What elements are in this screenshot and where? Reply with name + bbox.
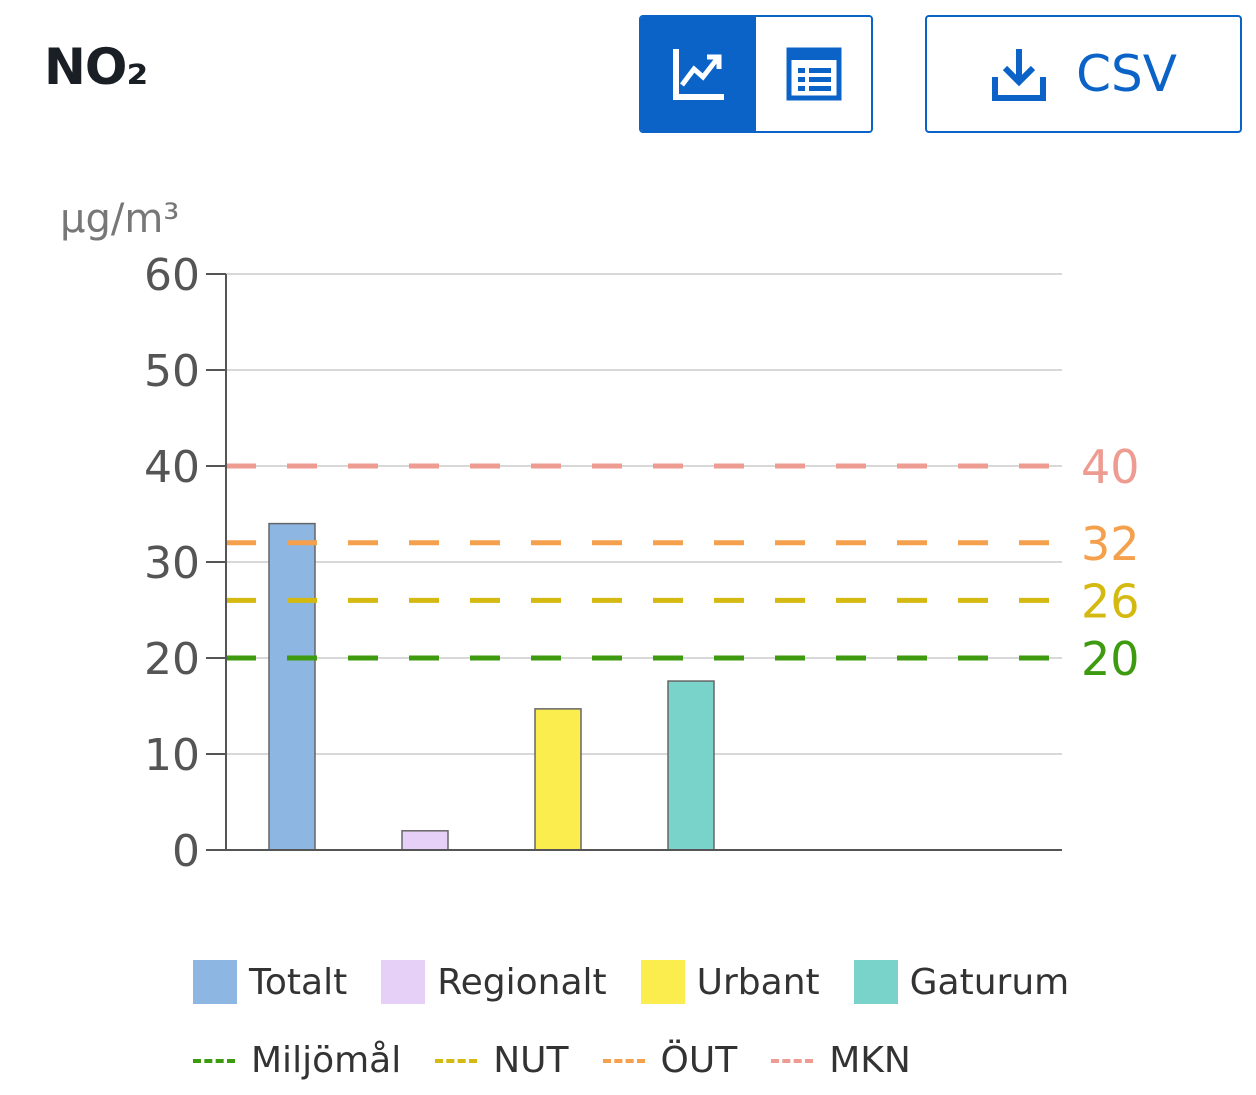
legend-label: ÖUT — [660, 1040, 738, 1081]
csv-label: CSV — [1076, 45, 1177, 103]
table-icon — [786, 47, 841, 101]
legend-item-totalt[interactable]: Totalt — [193, 960, 347, 1004]
y-tick-label: 50 — [144, 346, 200, 397]
legend-lines: Miljömål NUT ÖUT MKN — [193, 1040, 1093, 1081]
legend-swatch — [193, 960, 237, 1004]
y-tick-label: 10 — [144, 730, 200, 781]
legend-dash — [771, 1058, 814, 1063]
page-title: NO₂ — [44, 38, 148, 96]
bar-urbant — [534, 708, 582, 851]
y-tick-label: 30 — [144, 538, 200, 589]
legend-item-regionalt[interactable]: Regionalt — [381, 960, 607, 1004]
ref-line-label: 26 — [1081, 574, 1140, 628]
download-icon — [992, 49, 1047, 101]
legend-label: Miljömål — [251, 1040, 402, 1081]
table-view-button[interactable] — [756, 17, 871, 131]
legend-item-miljömål[interactable]: Miljömål — [193, 1040, 401, 1081]
legend-swatch — [853, 960, 898, 1004]
legend-dash — [602, 1058, 645, 1063]
legend-swatch — [640, 960, 685, 1004]
bar-gaturum — [667, 680, 715, 851]
ref-line-label: 20 — [1081, 632, 1140, 686]
view-toggle — [639, 15, 873, 133]
ref-line-label: 32 — [1081, 517, 1140, 571]
legend-item-öut[interactable]: ÖUT — [602, 1040, 738, 1081]
ref-line-label: 40 — [1081, 440, 1140, 494]
legend-label: NUT — [493, 1040, 569, 1081]
csv-download-button[interactable]: CSV — [925, 15, 1242, 133]
y-axis-label: µg/m³ — [60, 196, 179, 242]
legend-label: Regionalt — [437, 961, 607, 1003]
legend-label: Gaturum — [909, 961, 1070, 1003]
y-tick-label: 20 — [144, 634, 200, 685]
legend-dash — [193, 1058, 235, 1063]
legend-item-nut[interactable]: NUT — [435, 1040, 569, 1081]
legend-label: MKN — [829, 1040, 911, 1081]
y-tick-label: 60 — [144, 250, 200, 301]
legend-label: Totalt — [249, 961, 348, 1003]
chart-line-icon — [672, 49, 724, 100]
y-tick-label: 40 — [144, 442, 200, 493]
legend-bars: Totalt Regionalt Urbant Gaturum — [193, 960, 1093, 1004]
chart-view-button[interactable] — [641, 17, 756, 131]
legend-item-gaturum[interactable]: Gaturum — [853, 960, 1070, 1004]
legend-swatch — [381, 960, 426, 1004]
legend-label: Urbant — [696, 961, 820, 1003]
legend-item-mkn[interactable]: MKN — [771, 1040, 911, 1081]
y-tick-label: 0 — [172, 826, 200, 877]
bar-regionalt — [401, 830, 449, 851]
bar-totalt — [268, 522, 316, 851]
legend-item-urbant[interactable]: Urbant — [640, 960, 820, 1004]
legend-dash — [435, 1058, 478, 1063]
